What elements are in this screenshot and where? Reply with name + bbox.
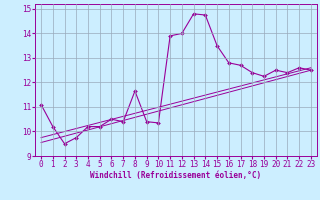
X-axis label: Windchill (Refroidissement éolien,°C): Windchill (Refroidissement éolien,°C) [91,171,261,180]
